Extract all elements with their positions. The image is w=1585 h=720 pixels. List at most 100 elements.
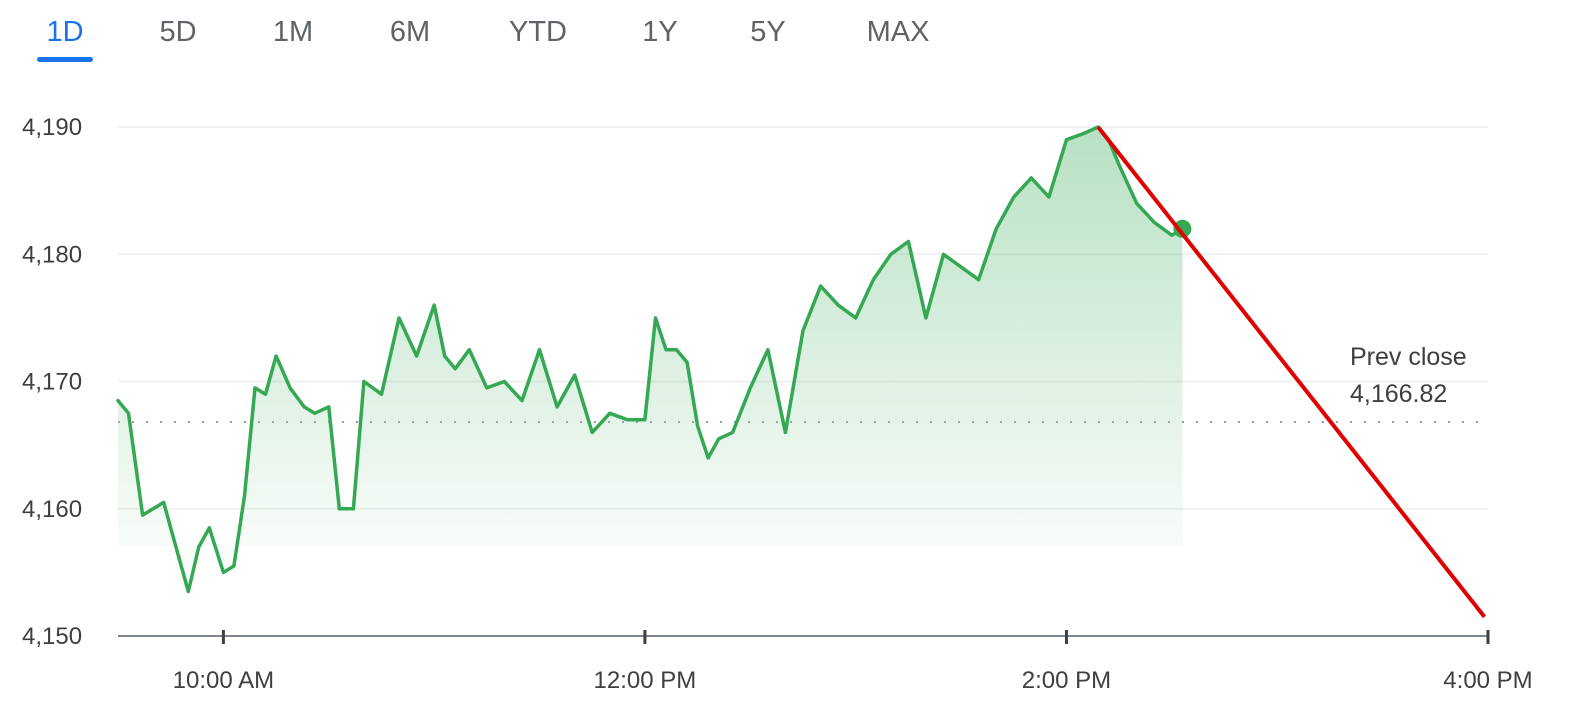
tab-1m[interactable]: 1M [263,16,323,56]
price-point [127,412,130,415]
price-point [1083,132,1086,135]
price-point [1118,164,1121,167]
price-point [556,405,559,408]
price-point [433,304,436,307]
active-tab-indicator [37,57,93,62]
y-tick-label: 4,150 [22,623,82,650]
tab-label: MAX [866,16,930,48]
price-point [643,418,646,421]
price-point [197,545,200,548]
price-point [960,265,963,268]
price-point [924,316,927,319]
tab-label: 5Y [750,16,786,48]
axes: 10:00 AM 12:00 PM 2:00 PM 4:00 PM [118,630,1533,694]
price-line[interactable] [116,125,1185,594]
gridlines: 4,150 4,160 4,170 4,180 4,190 [22,114,1488,650]
price-point [889,253,892,256]
price-point [907,240,910,243]
price-point [942,253,945,256]
y-tick-label: 4,190 [22,114,82,141]
price-point [977,278,980,281]
price-point [254,386,257,389]
tab-label: YTD [509,16,567,48]
price-point [187,590,190,593]
prev-close-value: 4,166.82 [1350,380,1447,408]
tab-label: 1D [46,16,84,48]
x-tick-label: 10:00 AM [173,667,274,694]
price-point [275,355,278,358]
price-point [591,431,594,434]
price-point [654,316,657,319]
price-point [1012,195,1015,198]
prev-close-label: Prev close [1350,343,1467,371]
tab-max[interactable]: MAX [855,16,941,56]
price-point [1047,195,1050,198]
annotation-trend-line [1096,125,1487,619]
tab-label: 1M [272,16,314,48]
tab-ytd[interactable]: YTD [500,16,576,56]
tab-1y[interactable]: 1Y [632,16,688,56]
price-point [303,405,306,408]
last-price-dot[interactable] [1173,219,1192,238]
price-point [675,348,678,351]
price-point [313,412,316,415]
price-point [854,316,857,319]
price-point [162,501,165,504]
tab-label: 5D [159,16,197,48]
price-point [380,393,383,396]
x-tick-label: 12:00 PM [594,667,697,694]
price-point [995,227,998,230]
y-tick-label: 4,170 [22,369,82,396]
price-point [707,456,710,459]
tab-label: 6M [389,16,431,48]
price-point [289,386,292,389]
tab-5y[interactable]: 5Y [740,16,796,56]
price-point [243,495,246,498]
price-point [485,386,488,389]
price-point [626,418,629,421]
price-point [872,278,875,281]
price-point [232,565,235,568]
price-point [415,355,418,358]
price-point [1065,138,1068,141]
price-point [696,425,699,428]
price-area-fill [118,127,1183,592]
time-range-tabs: 1D 5D 1M 6M YTD 1Y 5Y MAX [0,0,1585,70]
y-tick-label: 4,180 [22,241,82,268]
price-point [338,507,341,510]
price-point [208,526,211,529]
tab-5d[interactable]: 5D [150,16,206,56]
x-tick-label: 2:00 PM [1022,667,1111,694]
tab-6m[interactable]: 6M [380,16,440,56]
price-point [784,431,787,434]
price-point [819,285,822,288]
price-point [152,507,155,510]
price-point [749,386,752,389]
price-point [731,431,734,434]
price-point [520,399,523,402]
price-point [443,355,446,358]
price-point [173,539,176,542]
price-point [468,348,471,351]
price-point [352,507,355,510]
price-point [766,348,769,351]
price-point [665,348,668,351]
tab-1d[interactable]: 1D [37,16,93,62]
price-point [398,316,401,319]
price-point [264,393,267,396]
price-point [327,405,330,408]
price-point [1170,234,1173,237]
price-point [503,380,506,383]
price-point [1153,221,1156,224]
y-tick-label: 4,160 [22,496,82,523]
price-point [141,514,144,517]
price-point [837,304,840,307]
price-point [1030,176,1033,179]
price-point [802,329,805,332]
tab-label: 1Y [642,16,678,48]
price-point [362,380,365,383]
price-point [454,367,457,370]
price-point [117,399,120,402]
price-point [538,348,541,351]
